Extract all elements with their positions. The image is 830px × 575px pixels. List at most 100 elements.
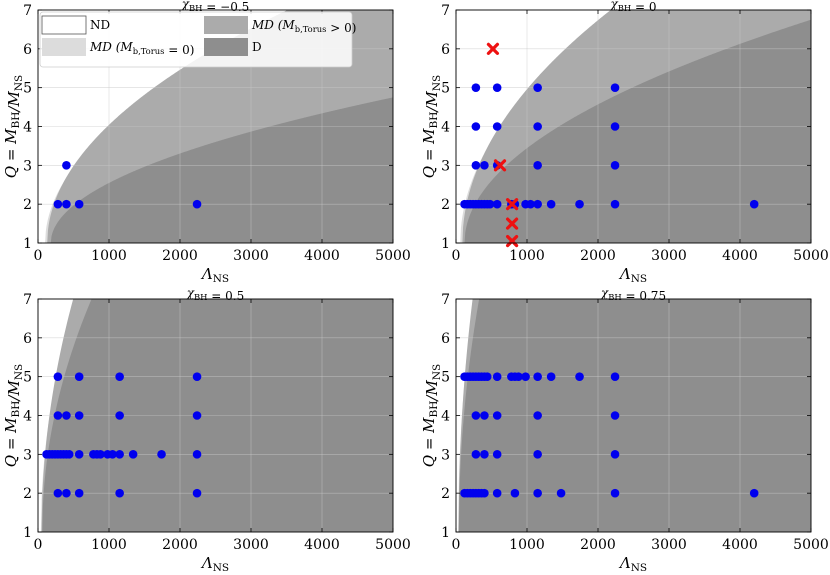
legend-swatch <box>42 38 86 56</box>
data-point <box>115 488 124 498</box>
data-point <box>192 488 202 498</box>
data-point <box>533 411 542 420</box>
x-tick-label: 4000 <box>304 537 340 553</box>
x-tick-label: 5000 <box>793 248 829 264</box>
x-tick-label: 2000 <box>162 248 198 264</box>
data-points <box>42 372 202 498</box>
data-point <box>533 488 542 498</box>
cross-marker <box>505 217 519 230</box>
panel-title: χBH = 0.75 <box>600 286 666 303</box>
legend-label: D <box>252 40 262 54</box>
data-point <box>128 450 138 459</box>
x-tick-label: 1000 <box>509 537 545 553</box>
data-points <box>53 161 202 209</box>
data-point <box>610 161 620 170</box>
data-point <box>510 488 520 498</box>
y-tick-label: 3 <box>441 447 450 463</box>
data-point <box>575 372 584 381</box>
y-tick-label: 5 <box>441 370 450 386</box>
no-disruption-markers <box>486 42 519 248</box>
data-points <box>460 372 759 498</box>
data-point <box>480 488 489 498</box>
x-tick-label: 1000 <box>509 248 545 264</box>
y-tick-label: 2 <box>23 197 32 213</box>
data-point <box>575 199 584 209</box>
data-point <box>115 372 124 381</box>
data-point <box>492 488 502 498</box>
y-tick-label: 5 <box>23 81 32 97</box>
data-point <box>533 122 542 131</box>
y-tick-label: 1 <box>441 236 450 252</box>
y-tick-label: 6 <box>23 331 32 347</box>
data-point <box>471 161 481 170</box>
y-tick-label: 3 <box>23 158 32 174</box>
data-point <box>749 199 759 209</box>
data-point <box>533 450 542 459</box>
cross-marker <box>505 198 519 211</box>
y-tick-label: 1 <box>23 236 32 252</box>
data-point <box>610 83 620 92</box>
x-tick-label: 0 <box>34 537 43 553</box>
region-d <box>464 19 811 243</box>
data-point <box>533 161 542 170</box>
x-tick-label: 1000 <box>91 537 127 553</box>
y-tick-label: 6 <box>441 42 450 58</box>
x-tick-label: 3000 <box>651 248 687 264</box>
legend-swatch <box>204 38 248 56</box>
x-tick-label: 2000 <box>580 537 616 553</box>
x-tick-label: 0 <box>452 537 461 553</box>
x-tick-label: 4000 <box>722 248 758 264</box>
x-tick-label: 5000 <box>793 537 829 553</box>
data-point <box>192 450 202 459</box>
data-point <box>53 372 63 381</box>
data-point <box>546 372 556 381</box>
x-tick-label: 4000 <box>722 537 758 553</box>
data-point <box>492 450 502 459</box>
y-tick-label: 4 <box>441 120 450 136</box>
y-tick-label: 2 <box>441 197 450 213</box>
x-axis-label: ΛNS <box>618 554 647 574</box>
legend-label: MD (Mb,Torus > 0) <box>251 18 356 35</box>
data-point <box>492 372 502 381</box>
data-point <box>192 411 202 420</box>
y-axis-label: Q = MBH/MNS <box>2 75 25 178</box>
y-tick-label: 3 <box>23 447 32 463</box>
y-axis-label: Q = MBH/MNS <box>420 364 443 467</box>
panel-2: 0 1000 2000 3000 4000 5000 1 2 3 4 5 6 7 χBH = 0 ΛNS Q … <box>420 0 829 285</box>
x-tick-label: 1000 <box>91 248 127 264</box>
data-point <box>492 411 502 420</box>
panel-4: 0 1000 2000 3000 4000 5000 1 2 3 4 5 6 7 χBH = 0.75 ΛN… <box>420 286 829 574</box>
data-point <box>610 411 620 420</box>
y-tick-label: 3 <box>441 158 450 174</box>
cross-marker <box>493 159 507 172</box>
data-point <box>514 372 523 381</box>
legend-label: MD (Mb,Torus = 0) <box>89 40 194 57</box>
y-tick-label: 7 <box>441 292 450 308</box>
x-tick-label: 5000 <box>375 537 411 553</box>
data-point <box>53 488 63 498</box>
y-tick-label: 2 <box>23 486 32 502</box>
data-point <box>480 411 489 420</box>
y-axis-label: Q = MBH/MNS <box>2 364 25 467</box>
data-point <box>74 411 84 420</box>
data-point <box>485 199 495 209</box>
y-tick-label: 7 <box>23 292 32 308</box>
panel-title: χBH = 0 <box>609 0 656 14</box>
data-point <box>556 488 566 498</box>
x-tick-label: 0 <box>34 248 43 264</box>
data-point <box>480 161 489 170</box>
data-point <box>480 450 489 459</box>
legend-entry: MD (Mb,Torus > 0) <box>204 16 356 35</box>
data-point <box>115 411 124 420</box>
legend-box <box>39 11 353 68</box>
data-point <box>192 199 202 209</box>
data-point <box>53 199 63 209</box>
y-tick-label: 7 <box>23 3 32 19</box>
x-tick-label: 5000 <box>375 248 411 264</box>
data-point <box>546 199 556 209</box>
data-point <box>610 450 620 459</box>
y-axis-label: Q = MBH/MNS <box>420 75 443 178</box>
data-point <box>62 199 71 209</box>
x-tick-label: 3000 <box>233 537 269 553</box>
y-tick-label: 7 <box>441 3 450 19</box>
